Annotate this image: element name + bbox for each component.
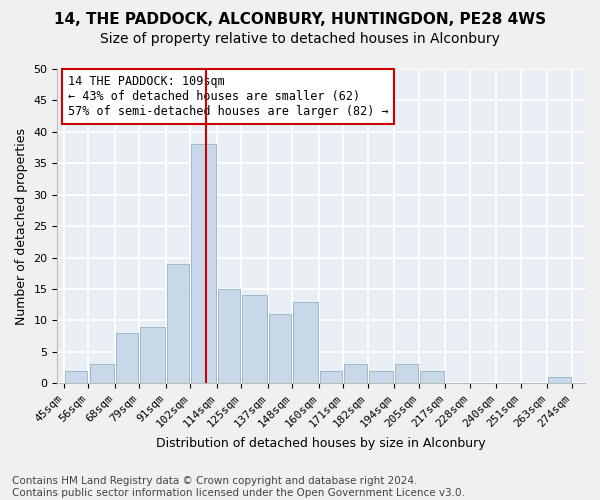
- Bar: [167, 264, 190, 383]
- Bar: [548, 377, 571, 383]
- Bar: [89, 364, 114, 383]
- Bar: [140, 326, 165, 383]
- Text: 14 THE PADDOCK: 109sqm
← 43% of detached houses are smaller (62)
57% of semi-det: 14 THE PADDOCK: 109sqm ← 43% of detached…: [68, 76, 389, 118]
- Bar: [293, 302, 318, 383]
- Bar: [369, 370, 393, 383]
- Bar: [320, 370, 343, 383]
- X-axis label: Distribution of detached houses by size in Alconbury: Distribution of detached houses by size …: [157, 437, 486, 450]
- Bar: [395, 364, 418, 383]
- Bar: [242, 295, 267, 383]
- Bar: [218, 289, 241, 383]
- Y-axis label: Number of detached properties: Number of detached properties: [15, 128, 28, 324]
- Bar: [344, 364, 367, 383]
- Text: Size of property relative to detached houses in Alconbury: Size of property relative to detached ho…: [100, 32, 500, 46]
- Bar: [269, 314, 292, 383]
- Text: 14, THE PADDOCK, ALCONBURY, HUNTINGDON, PE28 4WS: 14, THE PADDOCK, ALCONBURY, HUNTINGDON, …: [54, 12, 546, 28]
- Bar: [65, 370, 88, 383]
- Text: Contains HM Land Registry data © Crown copyright and database right 2024.
Contai: Contains HM Land Registry data © Crown c…: [12, 476, 465, 498]
- Bar: [420, 370, 444, 383]
- Bar: [191, 144, 216, 383]
- Bar: [116, 333, 139, 383]
